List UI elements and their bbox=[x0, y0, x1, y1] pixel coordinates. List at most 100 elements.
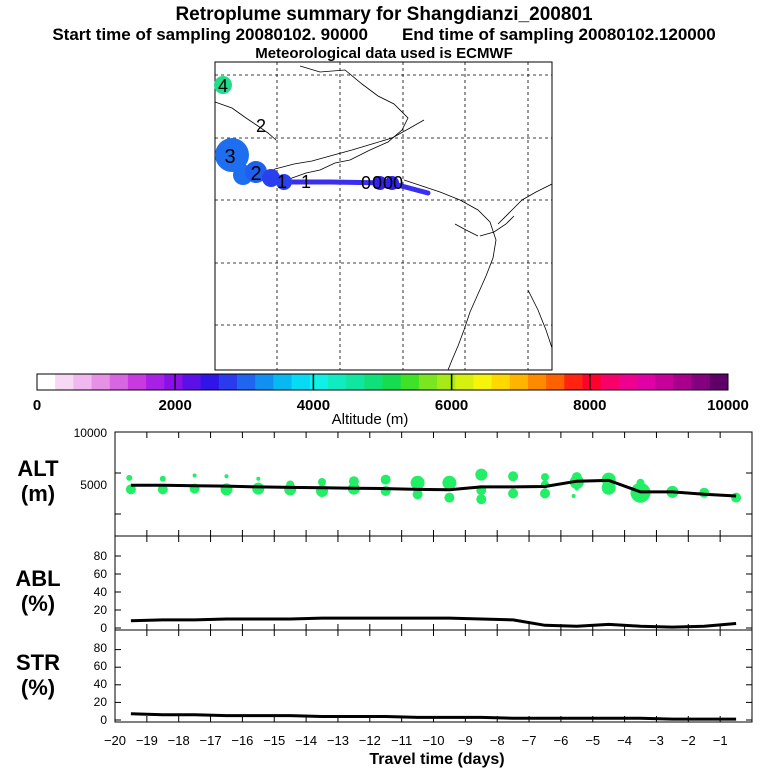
colorbar-swatch bbox=[618, 374, 638, 390]
marker-circle bbox=[276, 174, 292, 190]
x-tick-label: −9 bbox=[458, 733, 473, 748]
colorbar-swatch bbox=[346, 374, 365, 390]
colorbar-swatch bbox=[655, 374, 674, 390]
alt-scatter-point bbox=[224, 474, 229, 479]
alt-ytick: 5000 bbox=[80, 478, 107, 492]
alt-label: ALT bbox=[17, 456, 59, 481]
str-panel-frame bbox=[114, 629, 753, 723]
colorbar-swatch bbox=[582, 374, 602, 390]
alt-scatter-point bbox=[348, 476, 359, 487]
alt-scatter-point bbox=[126, 474, 133, 481]
x-tick-label: −11 bbox=[391, 733, 412, 748]
y-tick-labels: 10000 5000 80 60 40 20 0 80 60 40 20 0 bbox=[74, 426, 108, 727]
str-ytick: 40 bbox=[94, 677, 108, 691]
alt-scatter-point bbox=[540, 488, 550, 499]
colorbar-swatch bbox=[455, 374, 474, 390]
colorbar-swatch bbox=[600, 374, 620, 390]
alt-ytick: 10000 bbox=[74, 426, 108, 440]
abl-unit: (%) bbox=[21, 591, 55, 616]
colorbar-swatch bbox=[237, 374, 256, 390]
map-panel: 4 2 3 2 1 1 0 0 0 0 bbox=[214, 61, 553, 371]
alt-scatter-point bbox=[571, 494, 576, 498]
x-tick-label: −2 bbox=[681, 733, 696, 748]
x-tick-label: −1 bbox=[713, 733, 728, 748]
end-time-label: End time of sampling 20080102.120000 bbox=[401, 25, 716, 44]
colorbar-swatch bbox=[91, 374, 111, 390]
map-markers: 4 2 3 2 1 1 0 0 0 0 bbox=[214, 76, 403, 193]
marker-label: 4 bbox=[218, 76, 228, 96]
colorbar-tick: 0 bbox=[33, 397, 41, 414]
str-ytick: 0 bbox=[100, 713, 107, 727]
colorbar-label: Altitude (m) bbox=[332, 411, 409, 428]
abl-ytick: 60 bbox=[94, 567, 108, 581]
colorbar-swatch bbox=[364, 374, 383, 390]
marker-circle bbox=[385, 176, 399, 190]
panel-frames bbox=[114, 431, 753, 723]
marker-circle bbox=[245, 161, 267, 183]
marker-label: 3 bbox=[224, 146, 235, 168]
str-series-line bbox=[130, 712, 737, 721]
marker-label: 0 bbox=[393, 173, 403, 193]
marker-label: 0 bbox=[372, 173, 382, 193]
colorbar-swatch bbox=[564, 374, 583, 390]
colorbar-swatch bbox=[473, 374, 492, 390]
colorbar-swatch bbox=[164, 374, 183, 390]
colorbar-swatch bbox=[382, 374, 402, 390]
start-time-label: Start time of sampling 20080102. 90000 bbox=[52, 25, 368, 44]
x-tick-label: −7 bbox=[522, 733, 537, 748]
colorbar-swatch bbox=[182, 374, 202, 390]
marker-circle bbox=[214, 76, 232, 94]
marker-label: 2 bbox=[256, 116, 266, 136]
colorbar-swatch bbox=[418, 374, 438, 390]
alt-scatter-point bbox=[252, 482, 265, 495]
marker-label: 1 bbox=[301, 172, 311, 192]
alt-scatter-point bbox=[444, 492, 455, 503]
abl-ytick: 20 bbox=[94, 603, 108, 617]
colorbar-swatch bbox=[291, 374, 311, 390]
colorbar-tick: 6000 bbox=[435, 397, 468, 414]
colorbar-swatch bbox=[527, 374, 547, 390]
colorbar-swatch bbox=[273, 374, 292, 390]
alt-scatter-point bbox=[475, 468, 488, 481]
colorbar-swatch bbox=[127, 374, 147, 390]
colorbar-tick: 4000 bbox=[297, 397, 330, 414]
colorbar-tick: 8000 bbox=[573, 397, 606, 414]
x-tick-label: −15 bbox=[263, 733, 285, 748]
str-ytick: 80 bbox=[94, 641, 108, 655]
altitude-colorbar bbox=[36, 373, 729, 391]
colorbar-swatch bbox=[55, 374, 74, 390]
panel-labels: ALT (m) ABL (%) STR (%) bbox=[15, 456, 60, 700]
alt-scatter-point bbox=[508, 488, 519, 499]
alt-scatter-point bbox=[636, 478, 645, 487]
x-tick-label: −6 bbox=[553, 733, 568, 748]
alt-scatter-point bbox=[318, 478, 326, 486]
met-data-label: Meteorological data used is ECMWF bbox=[255, 45, 513, 62]
colorbar-tick-labels: 0 2000 4000 6000 8000 10000 bbox=[33, 397, 749, 414]
colorbar-swatch bbox=[109, 374, 129, 390]
alt-scatter-point bbox=[380, 474, 391, 485]
colorbar-swatch bbox=[37, 374, 56, 390]
colorbar-outline bbox=[36, 373, 729, 391]
alt-scatter-point bbox=[125, 484, 136, 495]
alt-scatter-point bbox=[731, 492, 742, 503]
marker-label: 1 bbox=[277, 172, 287, 192]
x-tick-label: −19 bbox=[136, 733, 158, 748]
chart-marks: −20 −19 −18 −17 −16 −15 −14 −13 −12 −11 −10 −9 −8 −7 −… bbox=[104, 431, 752, 748]
colorbar-swatch bbox=[218, 374, 238, 390]
abl-ytick: 0 bbox=[100, 621, 107, 635]
colorbar-swatch bbox=[73, 374, 92, 390]
marker-circle bbox=[215, 138, 249, 172]
str-unit: (%) bbox=[21, 675, 55, 700]
chart-title: Retroplume summary for Shangdianzi_20080… bbox=[175, 4, 593, 25]
colorbar-swatch bbox=[691, 374, 711, 390]
str-ytick: 20 bbox=[94, 695, 108, 709]
abl-label: ABL bbox=[15, 566, 60, 591]
marker-circle bbox=[262, 169, 280, 187]
marker-circle bbox=[373, 176, 387, 190]
x-tick-label: −4 bbox=[617, 733, 632, 748]
str-label: STR bbox=[16, 650, 60, 675]
colorbar-swatch bbox=[509, 374, 529, 390]
marker-label: 2 bbox=[250, 163, 261, 185]
alt-unit: (m) bbox=[21, 481, 55, 506]
x-tick-label: −8 bbox=[490, 733, 505, 748]
